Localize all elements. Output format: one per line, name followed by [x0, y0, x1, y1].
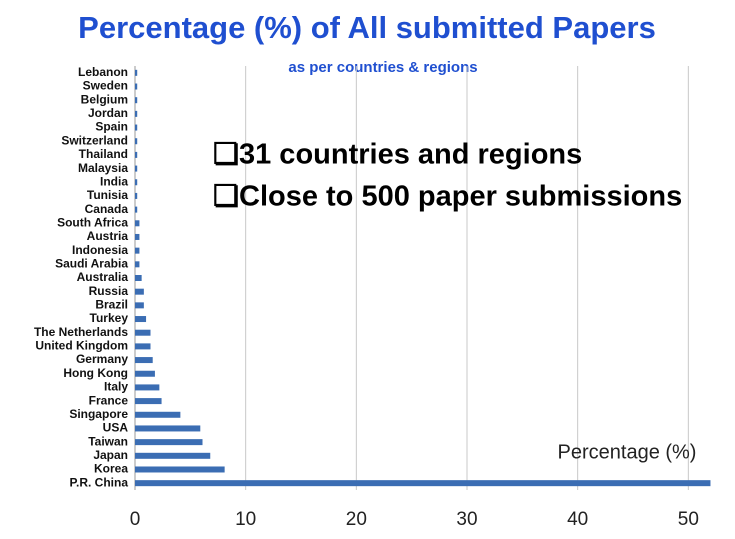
y-tick-label: Switzerland — [61, 133, 128, 147]
y-tick-label: Indonesia — [72, 243, 128, 257]
y-tick-label: South Africa — [57, 215, 128, 229]
annotation: ❏Close to 500 paper submissions — [213, 181, 682, 213]
chart-title: Percentage (%) of All submitted Papers — [78, 10, 656, 45]
y-tick-label: Russia — [89, 284, 129, 298]
bar — [135, 233, 140, 240]
bar — [135, 275, 142, 281]
y-tick-label: Turkey — [90, 311, 129, 325]
y-tick-label: Korea — [94, 462, 128, 476]
y-tick-label: Saudi Arabia — [55, 256, 128, 270]
y-tick-label: Australia — [77, 270, 129, 284]
y-tick-label: Spain — [95, 120, 128, 134]
y-tick-label: Austria — [87, 229, 129, 243]
bar — [135, 357, 153, 364]
y-tick-label: Taiwan — [88, 434, 128, 448]
bar — [135, 466, 225, 473]
y-tick-label: Hong Kong — [63, 366, 128, 380]
y-tick-label: Lebanon — [78, 65, 128, 79]
bar — [135, 316, 147, 323]
bar — [135, 124, 138, 131]
y-tick-label: Belgium — [81, 92, 128, 106]
y-tick-label: Japan — [93, 448, 128, 462]
y-tick-label: Jordan — [88, 106, 128, 120]
y-tick-label: The Netherlands — [34, 325, 128, 339]
bar — [135, 83, 138, 90]
y-tick-label: Germany — [76, 352, 128, 366]
bar — [135, 411, 181, 418]
bar — [135, 343, 151, 350]
x-tick-label: 50 — [678, 509, 699, 530]
y-tick-label: Italy — [104, 380, 128, 394]
bar — [135, 192, 138, 199]
y-tick-label: Thailand — [79, 147, 128, 161]
chart-subtitle: as per countries & regions — [288, 59, 477, 76]
y-tick-label: Tunisia — [87, 188, 128, 202]
bar — [135, 247, 140, 254]
bar — [135, 452, 211, 459]
y-tick-label: P.R. China — [70, 475, 129, 489]
bar — [135, 151, 138, 158]
y-tick-label: France — [89, 393, 129, 407]
x-tick-label: 40 — [567, 509, 588, 530]
y-tick-label: Malaysia — [78, 161, 128, 175]
bar — [135, 261, 140, 268]
x-tick-label: 20 — [346, 509, 367, 530]
bar — [135, 110, 138, 117]
bar — [135, 439, 203, 446]
x-tick-label: 30 — [456, 509, 477, 530]
bar — [135, 138, 138, 145]
x-tick-label: 0 — [130, 509, 141, 530]
y-tick-label: Canada — [85, 202, 129, 216]
bar — [135, 480, 711, 487]
x-tick-label: 10 — [235, 509, 256, 530]
bar — [135, 220, 140, 227]
bar — [135, 302, 144, 309]
bar — [135, 425, 201, 432]
y-tick-label: USA — [103, 421, 129, 435]
annotation: ❏31 countries and regions — [213, 139, 582, 171]
bar — [135, 69, 138, 76]
y-tick-label: Sweden — [83, 79, 128, 93]
y-tick-label: Brazil — [95, 298, 128, 312]
y-tick-label: United Kingdom — [35, 339, 128, 353]
bar — [135, 329, 151, 336]
y-tick-label: Singapore — [69, 407, 128, 421]
bar — [135, 384, 160, 391]
bar — [135, 370, 155, 377]
legend-label: Percentage (%) — [558, 441, 697, 463]
bar — [135, 288, 144, 295]
y-tick-label: India — [100, 174, 128, 188]
bar — [135, 97, 138, 104]
bar — [135, 179, 138, 186]
bar — [135, 165, 138, 172]
bar — [135, 206, 138, 213]
bar — [135, 398, 162, 405]
